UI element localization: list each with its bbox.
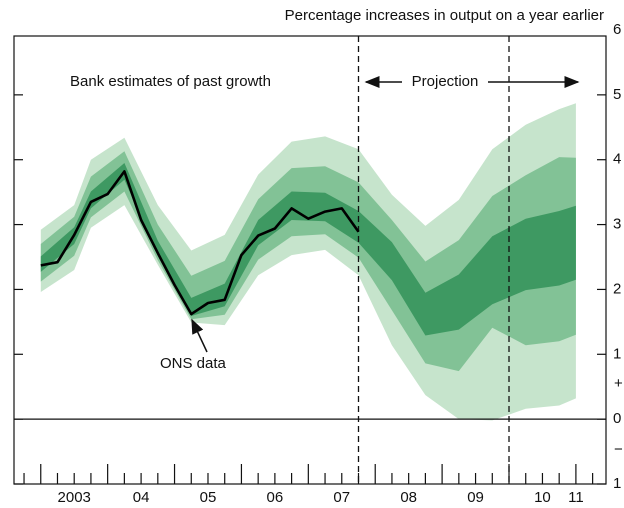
y-tick-label: 3 (613, 216, 621, 233)
sign-label: + (614, 375, 623, 392)
x-tick-label: 07 (333, 489, 350, 506)
x-tick-label: 11 (568, 489, 584, 506)
y-tick-label: 0 (613, 410, 621, 427)
sign-label: − (614, 441, 623, 458)
y-tick-label: 4 (613, 151, 621, 168)
y-tick-label: 2 (613, 280, 621, 297)
x-tick-label: 06 (267, 489, 284, 506)
y-tick-label: 1 (613, 475, 621, 492)
y-tick-label: 6 (613, 21, 621, 38)
x-tick-label: 10 (534, 489, 551, 506)
arrow (191, 318, 208, 353)
annotation: Bank estimates of past growth (70, 73, 271, 90)
data-line (40, 170, 360, 316)
annotation: ONS data (160, 355, 227, 372)
x-tick-label: 04 (133, 489, 150, 506)
y-tick-label: 5 (613, 86, 621, 103)
y-tick-label: 1 (613, 345, 621, 362)
x-tick-label: 09 (467, 489, 484, 506)
chart-title: Percentage increases in output on a year… (285, 7, 604, 24)
plot-frame (13, 35, 607, 485)
fan-layer (40, 103, 576, 421)
x-tick-label: 05 (200, 489, 217, 506)
annotation: Projection (412, 73, 479, 90)
fan-band (40, 163, 576, 336)
x-tick-label: 08 (400, 489, 417, 506)
x-tick-label: 2003 (58, 489, 91, 506)
